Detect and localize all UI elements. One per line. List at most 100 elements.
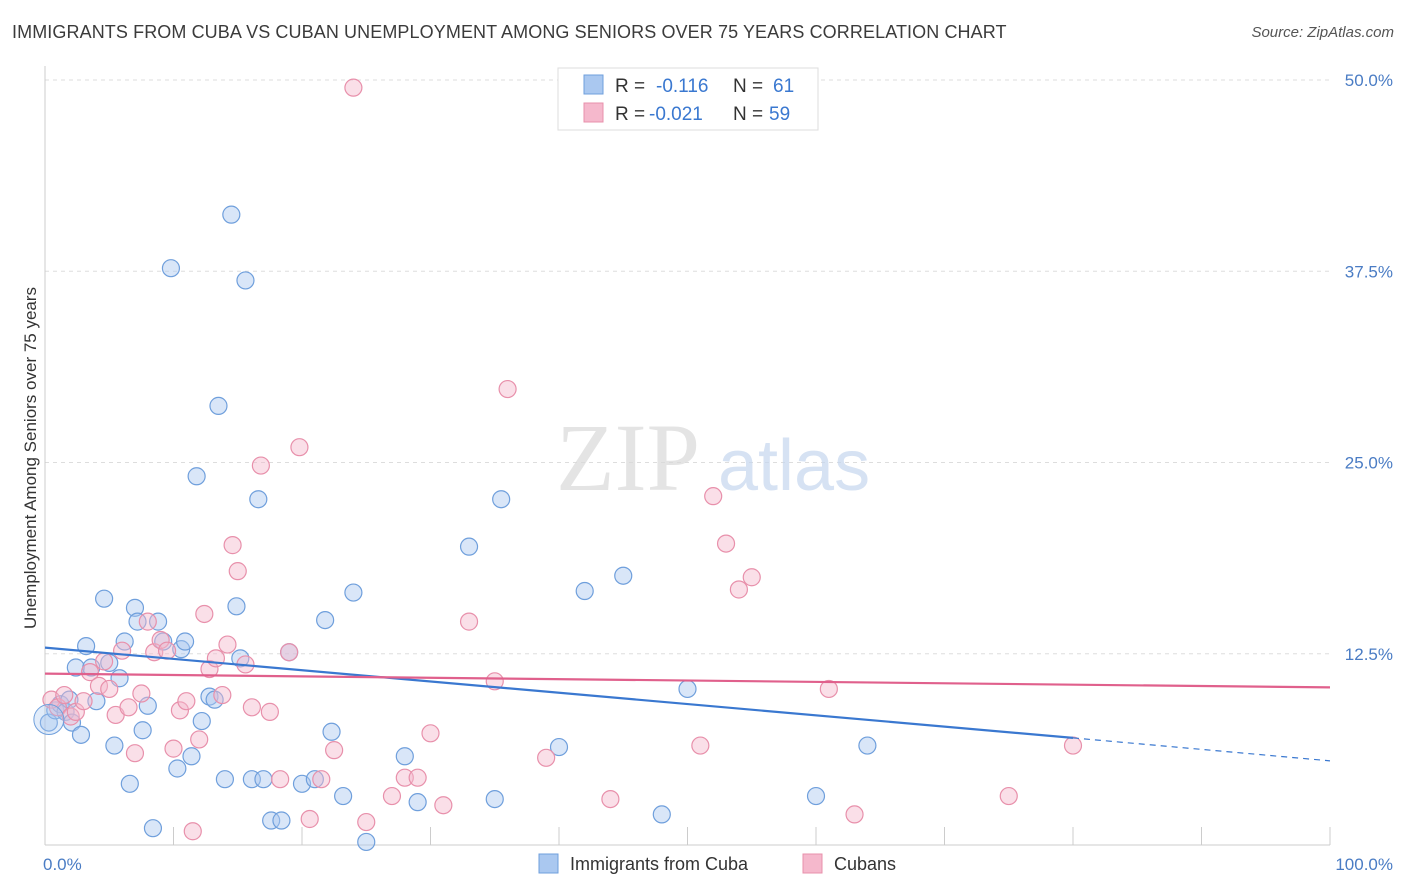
y-tick-label-2: 37.5% <box>1345 262 1393 281</box>
point-cubans-24 <box>195 604 214 624</box>
point-cubans-40 <box>325 741 344 760</box>
point-cuba-56 <box>492 490 511 509</box>
tick-labels: 12.5% 25.0% 37.5% 50.0% 0.0% 100.0% <box>43 71 1393 874</box>
point-cubans-53 <box>691 736 710 755</box>
point-cuba-59 <box>614 566 633 585</box>
watermark: ZIP atlas <box>556 404 870 511</box>
legend-box: R = -0.116 N = 61 R = -0.021 N = 59 <box>557 67 819 131</box>
point-cubans-37 <box>290 438 309 457</box>
point-cuba-49 <box>334 786 353 806</box>
point-cuba-19 <box>133 721 152 740</box>
point-cubans-20 <box>170 701 190 720</box>
point-cuba-10 <box>87 692 106 711</box>
point-cuba-30 <box>192 711 211 731</box>
source-label: Source: ZipAtlas.com <box>1251 24 1394 41</box>
point-cubans-35 <box>271 770 290 789</box>
legend-swatch-pink <box>583 102 604 123</box>
point-cuba-48 <box>322 722 341 741</box>
point-cuba-34 <box>215 770 234 789</box>
point-cuba-24 <box>161 259 181 278</box>
point-cubans-58 <box>819 679 838 699</box>
point-cubans-21 <box>177 692 196 711</box>
point-cubans-19 <box>164 739 183 758</box>
x-tick-label-0: 0.0% <box>43 855 82 874</box>
point-cubans-29 <box>223 536 242 555</box>
trend-line-blue-extension <box>1072 737 1331 762</box>
bottom-legend-swatch-blue <box>538 853 559 874</box>
point-cuba-54 <box>459 537 479 556</box>
point-cuba-13 <box>105 736 124 755</box>
point-cuba-7 <box>71 725 91 744</box>
point-cubans-46 <box>421 724 440 743</box>
point-cuba-29 <box>187 467 206 486</box>
point-cuba-18 <box>128 612 147 631</box>
legend-n-label-1: N = <box>733 76 763 97</box>
point-cuba-cluster <box>33 704 65 736</box>
y-tick-label-1: 25.0% <box>1345 454 1393 473</box>
point-cubans-43 <box>382 786 402 806</box>
watermark-atlas: atlas <box>718 426 870 506</box>
point-cubans-54 <box>704 487 723 506</box>
point-cuba-57 <box>549 737 569 757</box>
point-cubans-38 <box>300 809 319 829</box>
y-tick-label-3: 50.0% <box>1345 71 1393 90</box>
point-cubans-22 <box>183 822 202 841</box>
point-cuba-11 <box>95 589 114 608</box>
point-cubans-14 <box>132 684 151 703</box>
point-cuba-36 <box>227 597 246 616</box>
chart-title: IMMIGRANTS FROM CUBA VS CUBAN UNEMPLOYME… <box>12 22 1007 42</box>
point-cubans-57 <box>742 568 761 587</box>
point-cuba-33 <box>209 396 228 415</box>
point-cuba-61 <box>678 679 697 699</box>
bottom-legend-label-blue: Immigrants from Cuba <box>570 854 749 874</box>
point-cuba-60 <box>652 805 671 824</box>
legend-r-value-1: -0.116 <box>656 76 708 97</box>
y-axis-label: Unemployment Among Seniors over 75 years <box>21 287 40 629</box>
point-cuba-51 <box>357 832 376 852</box>
point-cubans-61 <box>1063 736 1083 755</box>
point-cubans-44 <box>395 768 414 787</box>
point-cubans-2 <box>55 685 74 705</box>
point-cuba-22 <box>148 612 168 631</box>
point-cubans-26 <box>206 649 226 668</box>
point-cuba-25 <box>168 759 187 778</box>
data-points <box>33 78 1083 852</box>
point-cuba-16 <box>120 774 139 793</box>
point-cubans-45 <box>408 768 427 787</box>
point-cubans-8 <box>95 652 114 671</box>
point-cubans-41 <box>344 78 363 97</box>
point-cubans-30 <box>228 562 247 581</box>
point-cuba-62 <box>806 786 826 806</box>
point-cuba-27 <box>175 632 195 651</box>
point-cuba-38 <box>236 271 255 290</box>
point-cubans-48 <box>459 612 479 631</box>
point-cubans-6 <box>80 663 100 682</box>
point-cubans-56 <box>729 580 749 599</box>
point-cuba-63 <box>858 736 877 755</box>
point-cubans-50 <box>498 379 517 399</box>
point-cuba-17 <box>125 598 145 617</box>
point-cubans-15 <box>138 612 157 631</box>
point-cubans-13 <box>125 744 145 763</box>
point-cubans-32 <box>242 698 261 717</box>
point-cuba-52 <box>395 747 414 766</box>
legend-r-value-2: -0.021 <box>649 104 703 125</box>
point-cuba-42 <box>262 811 281 830</box>
point-cubans-7 <box>89 676 109 695</box>
point-cuba-28 <box>182 747 201 766</box>
point-cuba-50 <box>344 583 363 602</box>
point-cubans-33 <box>251 456 270 475</box>
y-tick-label-0: 12.5% <box>1345 645 1393 664</box>
legend-r-label-2: R = <box>615 104 645 125</box>
point-cubans-51 <box>537 748 556 767</box>
point-cuba-58 <box>575 581 594 601</box>
x-tick-label-1: 100.0% <box>1335 855 1393 874</box>
point-cuba-6 <box>66 658 85 677</box>
point-cuba-55 <box>485 789 504 809</box>
point-cuba-43 <box>272 811 291 830</box>
point-cuba-47 <box>316 610 335 630</box>
point-cubans-47 <box>434 796 453 815</box>
point-cubans-9 <box>100 679 119 699</box>
point-cubans-49 <box>485 672 504 691</box>
